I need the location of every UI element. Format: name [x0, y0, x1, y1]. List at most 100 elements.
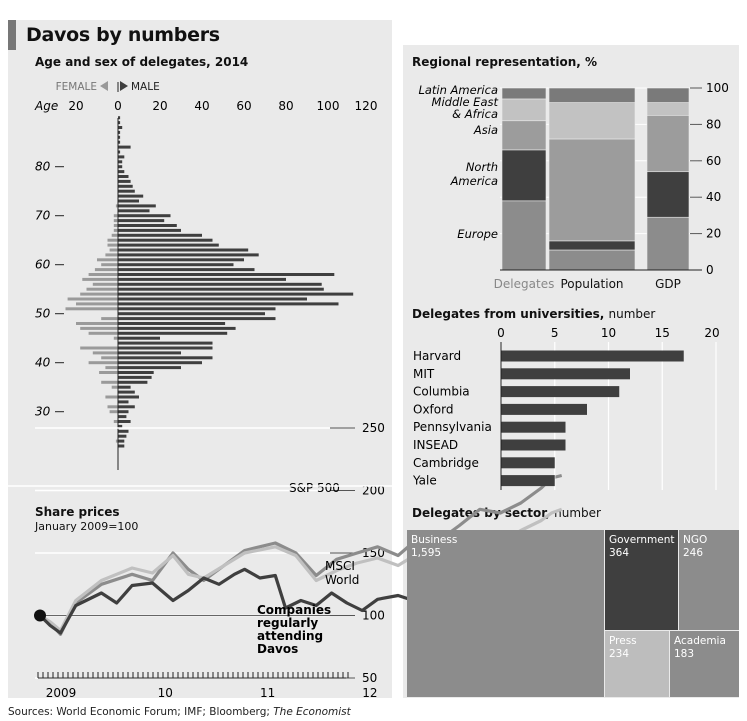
female-bar [109, 248, 118, 252]
uni-bar [501, 350, 684, 362]
age-y-tick-label: 50 [35, 307, 51, 321]
male-bar [118, 160, 123, 164]
age-y-tick-label: 40 [35, 356, 51, 370]
female-bar [115, 204, 118, 208]
region-category-label: GDP [655, 277, 681, 291]
region-y-tick-label: 60 [706, 154, 721, 168]
share-y-tick-label: 250 [362, 421, 385, 435]
age-x-tick-label: 20 [68, 99, 83, 113]
male-bar [118, 434, 127, 438]
male-bar [118, 336, 160, 340]
uni-bar [501, 368, 630, 380]
sector-box-academia [670, 631, 739, 697]
share-y-tick-label: 100 [362, 609, 385, 623]
male-bar [118, 219, 165, 223]
male-bar [118, 165, 123, 169]
female-bar [113, 228, 118, 232]
region-y-tick-label: 0 [706, 263, 714, 277]
region-category-label: Population [560, 277, 623, 291]
region-segment-north-america [548, 240, 636, 251]
male-bar [118, 439, 125, 443]
universities-chart-title: Delegates from universities, number [412, 307, 656, 321]
share-prices-title: Share prices [35, 505, 120, 519]
male-bar [118, 322, 226, 325]
female-bar [109, 410, 118, 414]
male-bar [118, 170, 125, 174]
male-bar [118, 351, 181, 355]
male-bar [118, 248, 249, 252]
sector-value: 183 [674, 648, 694, 660]
female-bar [105, 366, 118, 370]
male-bar [118, 150, 121, 154]
female-bar [107, 238, 118, 242]
uni-category-label: Yale [412, 474, 437, 488]
male-bar [118, 424, 123, 428]
male-bar [118, 273, 335, 276]
age-axis-label: Age [34, 99, 58, 113]
age-x-tick-label: 120 [355, 99, 378, 113]
male-bar [118, 390, 135, 394]
female-bar [80, 346, 118, 350]
male-bar [118, 410, 129, 414]
male-bar [118, 380, 148, 384]
male-bar [118, 444, 125, 448]
region-category-label: Delegates [494, 277, 555, 291]
age-y-tick-label: 70 [35, 209, 51, 223]
male-bar [118, 130, 121, 134]
male-bar [118, 145, 131, 149]
female-bar [113, 214, 118, 218]
page-title: Davos by numbers [26, 24, 220, 46]
male-bar [118, 184, 133, 188]
sector-label: NGO [683, 534, 707, 546]
region-legend-label: North [466, 160, 498, 174]
male-bar [118, 224, 177, 227]
female-bar [76, 302, 118, 306]
male-bar [118, 135, 121, 139]
msci-label-1: MSCI [325, 559, 355, 573]
male-bar [118, 209, 150, 213]
male-bar [118, 400, 129, 404]
male-bar [118, 287, 324, 291]
age-x-tick-label: 20 [152, 99, 167, 113]
male-bar [118, 189, 135, 193]
male-bar [118, 366, 181, 370]
uni-category-label: INSEAD [413, 438, 458, 452]
uni-bar [501, 457, 555, 469]
region-segment-asia [548, 138, 636, 242]
female-bar [65, 307, 118, 311]
male-bar [118, 199, 139, 203]
male-bar [118, 341, 213, 345]
male-bar [118, 116, 121, 120]
region-segment-asia [501, 120, 547, 151]
male-bar [118, 238, 213, 242]
region-legend-label: Middle East [432, 95, 499, 109]
uni-x-tick-label: 20 [704, 326, 719, 340]
sector-value: 246 [683, 547, 703, 559]
male-bar [118, 361, 202, 365]
female-bar [101, 317, 118, 321]
female-bar [97, 258, 118, 262]
male-bar [118, 312, 265, 316]
male-bar [118, 233, 202, 237]
female-bar [80, 326, 118, 330]
share-x-tick-label: 10 [158, 686, 173, 700]
female-bar [111, 385, 118, 389]
male-bar [118, 420, 131, 423]
female-bar [113, 420, 118, 423]
uni-category-label: MIT [413, 367, 435, 381]
share-x-tick-label: 12 [362, 686, 377, 700]
male-bar [118, 346, 213, 350]
uni-bar [501, 386, 620, 398]
age-x-tick-label: 0 [114, 99, 122, 113]
male-bar [118, 263, 234, 267]
female-bar [92, 282, 118, 286]
female-bar [94, 268, 118, 272]
uni-x-tick-label: 5 [551, 326, 559, 340]
female-bar [80, 292, 118, 296]
female-bar [111, 233, 118, 237]
male-bar [118, 126, 123, 129]
female-bar [113, 336, 118, 340]
male-bar [118, 214, 171, 218]
male-bar [118, 375, 152, 379]
female-bar [88, 273, 118, 276]
